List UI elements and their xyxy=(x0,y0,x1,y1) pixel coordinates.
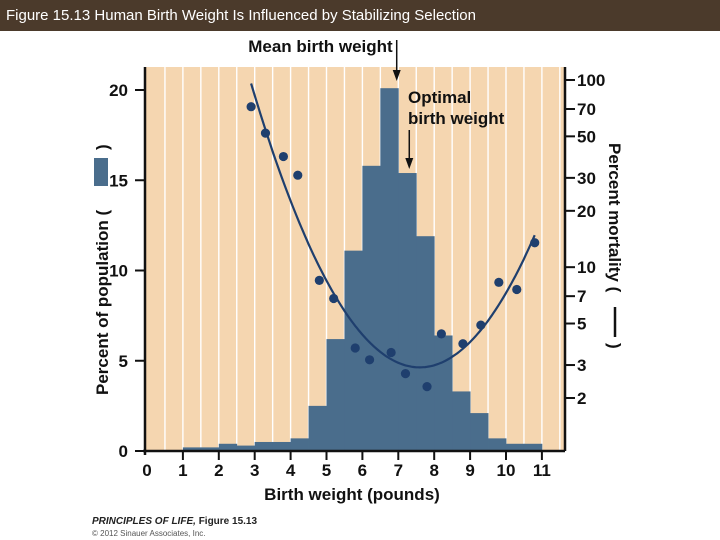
mortality-point xyxy=(314,275,324,285)
y2-tick-label: 3 xyxy=(577,356,586,375)
histogram-bar xyxy=(416,236,435,451)
mortality-point xyxy=(400,369,411,379)
histogram-bar xyxy=(200,447,220,451)
y2-tick-label: 10 xyxy=(577,258,596,277)
x-tick-label: 4 xyxy=(286,461,296,480)
y2-axis-label: Percent mortality ( xyxy=(605,143,624,293)
y2-tick-label: 7 xyxy=(577,287,586,306)
mortality-point xyxy=(494,277,504,287)
y2-axis-label-group: Percent mortality () xyxy=(605,143,624,349)
mortality-point xyxy=(386,347,396,358)
footer-credit: PRINCIPLES OF LIFE, Figure 15.13 xyxy=(92,516,257,527)
mortality-point xyxy=(329,293,339,304)
histogram-bar xyxy=(488,438,507,451)
x-tick-label: 8 xyxy=(429,461,438,480)
histogram-bar xyxy=(523,443,543,451)
y2-axis-label-paren: ) xyxy=(605,343,624,349)
y2-tick-label: 70 xyxy=(577,100,596,119)
histogram-bar xyxy=(236,445,256,451)
mortality-point xyxy=(512,284,522,295)
histogram-bar xyxy=(398,173,417,451)
x-tick-label: 1 xyxy=(178,461,187,480)
x-axis-label: Birth weight (pounds) xyxy=(264,485,440,504)
footer-copyright: © 2012 Sinauer Associates, Inc. xyxy=(92,529,206,538)
y2-tick-label: 100 xyxy=(577,71,605,90)
y-tick-label: 10 xyxy=(109,262,128,281)
footer-figure: Figure 15.13 xyxy=(198,516,258,527)
x-tick-label: 9 xyxy=(465,461,474,480)
x-tick-label: 11 xyxy=(533,461,551,480)
mortality-point xyxy=(260,128,271,138)
histogram-bar xyxy=(254,441,274,451)
x-tick-label: 10 xyxy=(497,461,516,480)
mortality-point xyxy=(476,320,486,330)
y2-tick-label: 20 xyxy=(577,202,596,221)
mortality-point xyxy=(364,355,375,365)
histogram-bar xyxy=(308,405,327,451)
header-bar: Figure 15.13 Human Birth Weight Is Influ… xyxy=(0,0,720,31)
mortality-point xyxy=(293,170,303,180)
y2-tick-label: 5 xyxy=(577,315,586,334)
figure-title: Figure 15.13 Human Birth Weight Is Influ… xyxy=(6,7,476,24)
y-tick-label: 20 xyxy=(109,81,128,100)
mortality-point xyxy=(530,238,540,248)
histogram-bar xyxy=(290,438,309,451)
optimal-label-line1: Optimal xyxy=(408,88,471,107)
histogram-bar xyxy=(272,441,291,451)
x-tick-label: 2 xyxy=(214,461,223,480)
optimal-label-line2: birth weight xyxy=(408,109,505,128)
x-tick-label: 6 xyxy=(358,461,367,480)
mortality-point xyxy=(350,343,360,353)
y2-tick-label: 2 xyxy=(577,389,586,408)
x-tick-label: 7 xyxy=(394,461,403,480)
histogram-bar xyxy=(434,335,453,451)
mortality-point xyxy=(436,329,446,339)
y2-tick-label: 30 xyxy=(577,169,596,188)
y-tick-label: 5 xyxy=(119,352,128,371)
mortality-point xyxy=(422,382,432,392)
histogram-bar xyxy=(452,391,471,451)
x-tick-label: 5 xyxy=(322,461,331,480)
histogram-bar xyxy=(362,165,381,451)
histogram-bar xyxy=(182,447,202,451)
y-axis-label: Percent of population ( xyxy=(93,210,112,395)
population-legend-swatch xyxy=(94,158,108,186)
x-tick-label: 3 xyxy=(250,461,259,480)
mortality-curve xyxy=(250,83,536,369)
histogram-bar xyxy=(218,443,238,451)
histogram-bar xyxy=(470,413,489,451)
y2-tick-label: 50 xyxy=(577,127,596,146)
mean-arrow-head xyxy=(392,70,401,81)
optimal-arrow-head xyxy=(405,158,414,169)
mortality-point xyxy=(246,102,256,112)
mortality-point xyxy=(278,151,289,162)
y-axis-label-paren: ) xyxy=(93,144,112,150)
y-tick-label: 15 xyxy=(109,171,128,190)
x-tick-label: 0 xyxy=(142,461,151,480)
mortality-point xyxy=(458,339,468,349)
mean-birth-weight-label: Mean birth weight xyxy=(248,37,393,56)
footer-book: PRINCIPLES OF LIFE, xyxy=(92,516,196,527)
y-axis-label-group: Percent of population () xyxy=(93,144,112,395)
y-tick-label: 0 xyxy=(119,442,128,461)
histogram-bar xyxy=(380,88,399,451)
histogram-bar xyxy=(326,339,345,451)
histogram-bar xyxy=(506,443,525,451)
